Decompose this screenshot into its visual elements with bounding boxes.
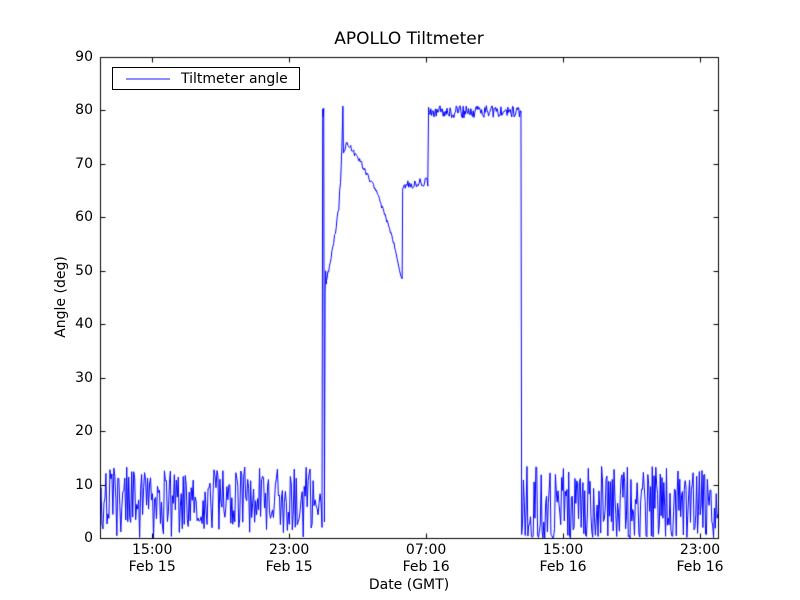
- x-tick-time: 15:00: [542, 542, 584, 558]
- y-tick-label: 0: [84, 530, 93, 546]
- x-tick-label: 07:00 Feb 16: [378, 542, 474, 576]
- y-tick-label: 80: [75, 102, 93, 119]
- x-tick-date: Feb 16: [676, 559, 724, 575]
- legend-entry-label: Tiltmeter angle: [181, 70, 288, 87]
- x-tick-time: 15:00: [132, 542, 173, 558]
- x-tick-date: Feb 15: [265, 559, 313, 575]
- x-tick-label: 15:00 Feb 15: [104, 542, 200, 576]
- x-tick-time: 23:00: [268, 542, 310, 558]
- chart-title: APOLLO Tiltmeter: [334, 29, 484, 49]
- y-tick-label: 20: [75, 423, 93, 440]
- y-tick-label: 70: [75, 155, 93, 172]
- y-tick-label: 10: [75, 476, 93, 493]
- legend-line-sample: [126, 77, 170, 80]
- x-tick-time: 07:00: [405, 542, 447, 558]
- y-tick-label: 40: [75, 316, 93, 333]
- x-tick-date: Feb 15: [128, 559, 176, 575]
- x-tick-time: 23:00: [679, 542, 721, 558]
- legend: Tiltmeter angle: [112, 67, 300, 90]
- x-tick-date: Feb 16: [402, 559, 450, 575]
- x-tick-label: 23:00 Feb 16: [652, 542, 748, 576]
- x-axis-label: Date (GMT): [368, 577, 450, 593]
- y-tick-label: 60: [75, 209, 93, 226]
- x-tick-label: 23:00 Feb 15: [241, 542, 337, 576]
- y-tick-label: 50: [75, 262, 93, 279]
- x-tick-label: 15:00 Feb 16: [515, 542, 611, 576]
- y-tick-label: 90: [75, 49, 93, 65]
- y-tick-label: 30: [75, 369, 93, 386]
- x-tick-date: Feb 16: [539, 559, 587, 575]
